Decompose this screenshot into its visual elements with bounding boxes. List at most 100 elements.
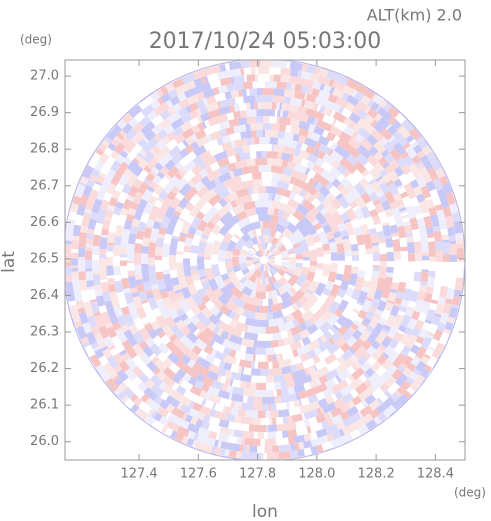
- echo-cell: [206, 241, 214, 246]
- echo-cell: [146, 312, 157, 324]
- echo-cell: [287, 247, 295, 253]
- echo-cell: [295, 362, 305, 371]
- echo-cell: [228, 334, 243, 345]
- echo-cell: [352, 123, 362, 133]
- echo-cell: [71, 248, 79, 253]
- echo-cell: [155, 255, 163, 260]
- echo-cell: [100, 279, 108, 283]
- echo-cell: [258, 326, 266, 335]
- echo-cell: [87, 315, 98, 328]
- echo-cell: [403, 220, 411, 227]
- echo-cell: [367, 126, 376, 135]
- echo-cell: [305, 145, 317, 156]
- echo-cell: [204, 256, 212, 260]
- echo-cell: [141, 366, 155, 380]
- echo-cell: [360, 192, 372, 204]
- echo-cell: [202, 317, 212, 327]
- echo-cell: [228, 449, 237, 458]
- echo-cell: [190, 249, 198, 254]
- echo-cell: [413, 205, 423, 215]
- echo-cell: [375, 190, 385, 199]
- echo-cell: [261, 87, 274, 96]
- echo-cell: [302, 256, 311, 261]
- echo-cell: [210, 348, 218, 357]
- echo-cell: [212, 357, 222, 367]
- echo-cell: [118, 113, 128, 123]
- echo-cell: [356, 323, 367, 334]
- echo-cell: [160, 92, 172, 103]
- echo-cell: [268, 403, 271, 411]
- echo-cell: [393, 251, 401, 261]
- echo-cell: [286, 268, 294, 275]
- echo-cell: [265, 277, 269, 285]
- echo-cell: [330, 110, 336, 118]
- echo-cell: [303, 382, 312, 391]
- echo-cell: [246, 257, 254, 260]
- echo-cell: [296, 203, 310, 216]
- echo-cell: [241, 286, 253, 297]
- echo-cell: [326, 360, 340, 373]
- echo-cell: [327, 271, 337, 283]
- echo-cell: [353, 349, 364, 360]
- echo-cell: [217, 249, 226, 262]
- echo-cell: [113, 255, 121, 267]
- echo-cell: [330, 406, 343, 418]
- echo-cell: [234, 146, 244, 155]
- y-tick-label: 27.0: [30, 69, 59, 84]
- echo-cell: [194, 338, 208, 351]
- echo-cell: [326, 140, 334, 149]
- echo-cell: [354, 133, 365, 144]
- echo-cell: [238, 89, 243, 97]
- echo-cell: [175, 84, 187, 95]
- echo-cell: [253, 340, 259, 348]
- echo-cell: [378, 393, 389, 403]
- echo-cell: [102, 362, 114, 375]
- echo-cell: [387, 135, 395, 143]
- echo-cell: [164, 159, 176, 171]
- echo-cell: [285, 379, 296, 388]
- echo-cell: [354, 382, 369, 395]
- echo-cell: [384, 164, 394, 175]
- echo-cell: [309, 431, 318, 440]
- echo-cell: [108, 370, 118, 380]
- echo-cell: [258, 263, 263, 271]
- echo-cell: [280, 74, 291, 83]
- echo-cell: [212, 287, 224, 299]
- echo-cell: [143, 281, 152, 292]
- echo-cell: [370, 382, 379, 392]
- echo-cell: [142, 136, 150, 144]
- echo-cell: [302, 357, 316, 369]
- echo-cell: [140, 316, 150, 325]
- echo-cell: [362, 233, 372, 246]
- echo-cell: [94, 314, 105, 329]
- echo-cell: [364, 123, 373, 132]
- echo-cell: [142, 144, 152, 154]
- echo-cell: [277, 151, 283, 160]
- echo-cell: [361, 329, 372, 340]
- echo-cell: [106, 182, 117, 195]
- echo-cell: [98, 340, 107, 349]
- echo-cell: [78, 247, 86, 258]
- echo-cell: [451, 296, 461, 306]
- echo-cell: [171, 185, 181, 195]
- echo-cell: [385, 123, 393, 131]
- echo-cell: [347, 310, 359, 322]
- echo-cell: [232, 343, 242, 352]
- echo-cell: [219, 448, 226, 456]
- echo-cell: [228, 435, 235, 444]
- echo-cell: [163, 273, 171, 281]
- echo-cell: [387, 291, 397, 303]
- echo-cell: [172, 230, 181, 237]
- echo-cell: [90, 168, 101, 178]
- echo-cell: [159, 166, 170, 176]
- echo-cell: [121, 183, 132, 195]
- echo-cell: [359, 137, 374, 151]
- echo-cell: [331, 417, 338, 425]
- echo-cell: [217, 433, 230, 443]
- echo-cell: [134, 243, 143, 254]
- echo-cell: [398, 325, 407, 333]
- echo-cell: [262, 298, 269, 307]
- echo-cell: [193, 328, 200, 336]
- echo-cell: [101, 139, 110, 148]
- echo-cell: [189, 314, 200, 325]
